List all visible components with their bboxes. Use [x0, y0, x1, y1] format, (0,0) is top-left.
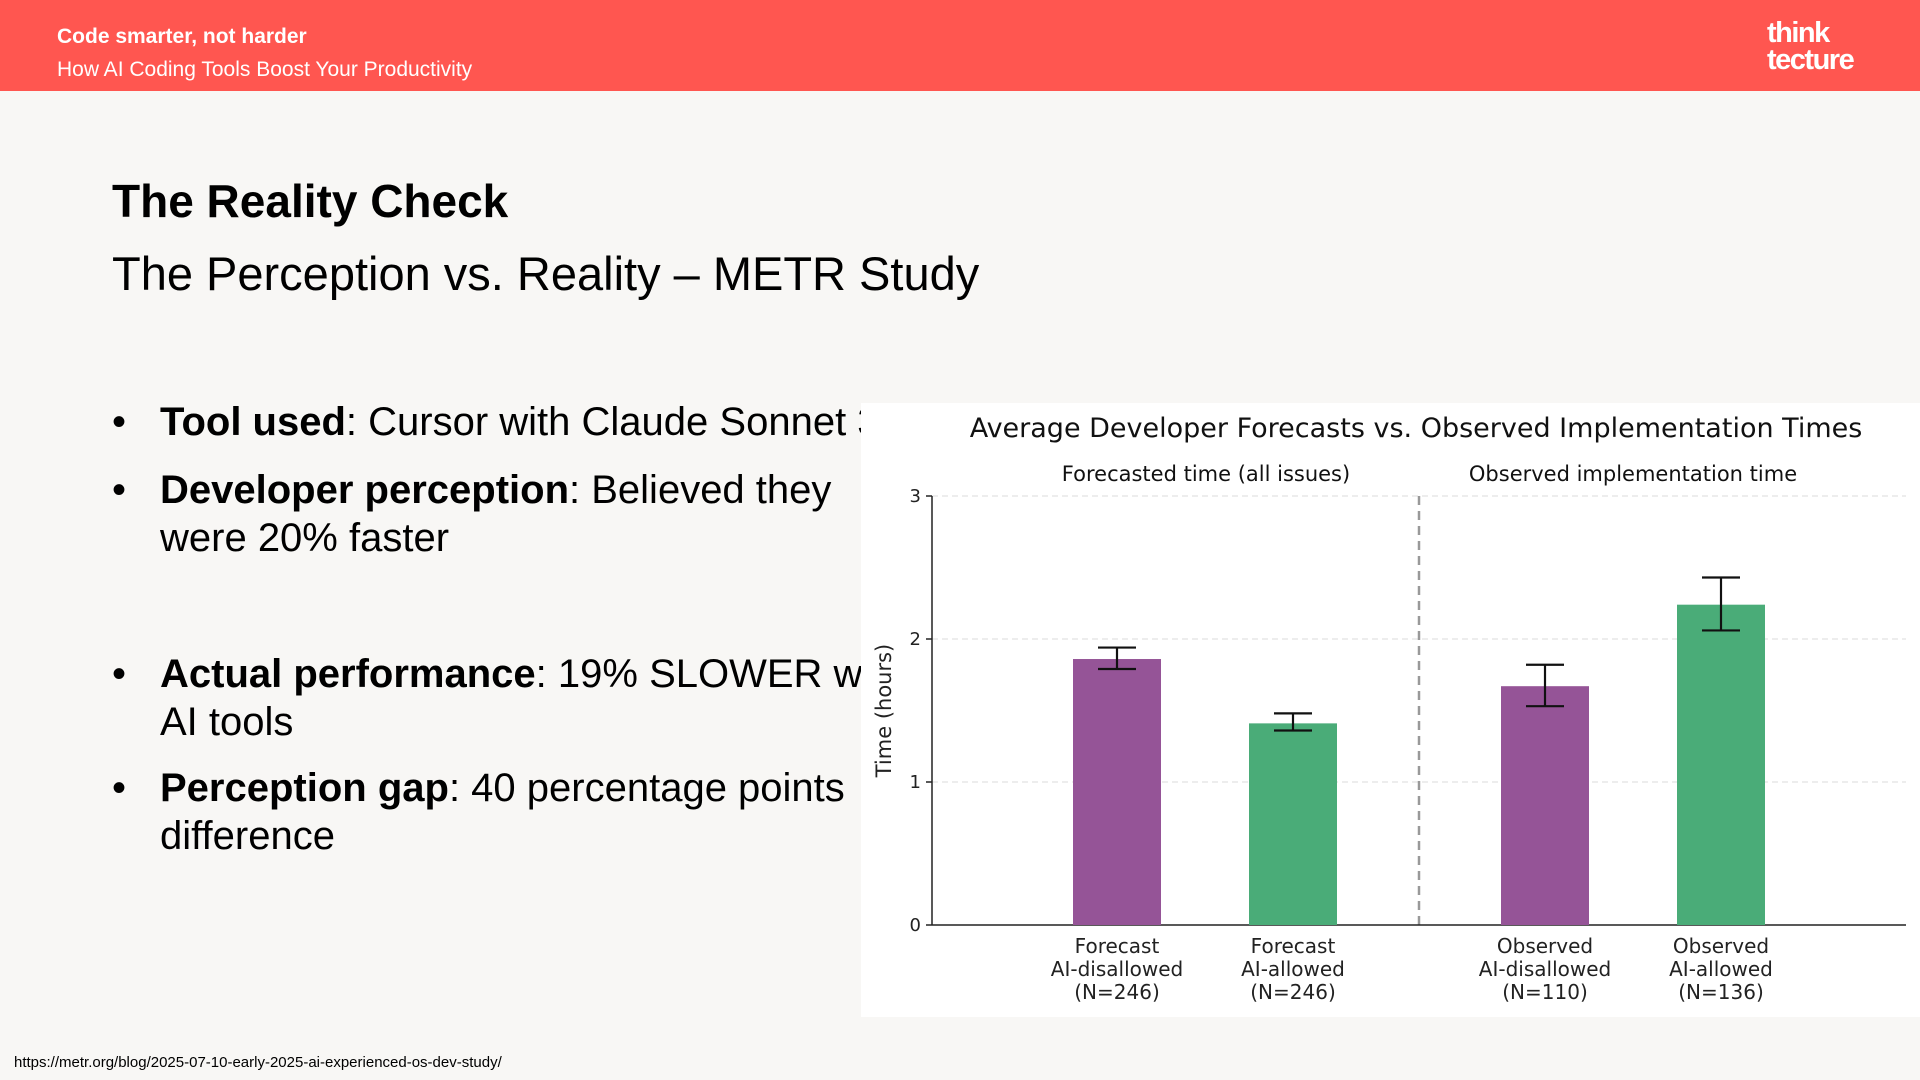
header-bar: Code smarter, not harder How AI Coding T… [0, 0, 1920, 91]
x-tick-label: AI-allowed [1669, 957, 1773, 981]
bar [1677, 604, 1765, 925]
bullet-bold: Developer perception [160, 468, 570, 512]
deck-title: Code smarter, not harder [57, 25, 307, 48]
y-axis-label: Time (hours) [872, 644, 896, 779]
slide-subtitle: The Perception vs. Reality – METR Study [112, 247, 980, 300]
y-tick-label: 3 [910, 486, 921, 507]
bullet-bold: Perception gap [160, 766, 449, 810]
bullet-continuation: were 20% faster [160, 516, 450, 560]
x-tick-label: AI-allowed [1241, 957, 1345, 981]
x-tick-label: Forecast [1075, 934, 1160, 958]
bullet-text: : 19% SLOWER with [535, 652, 905, 696]
logo-line-2: tecture [1767, 44, 1855, 76]
bullet-developer-perception: Developer perception: Believed they were… [112, 466, 872, 562]
bar [1073, 659, 1161, 925]
logo-line-1: think [1767, 17, 1830, 49]
x-tick-label: (N=136) [1678, 980, 1764, 1004]
bullet-continuation: difference [160, 814, 335, 858]
bullet-text: : Cursor with Claude Sonnet 3 [345, 400, 880, 444]
bullet-actual-performance: Actual performance: 19% SLOWER with AI t… [112, 650, 905, 746]
x-tick-label: Forecast [1251, 934, 1336, 958]
bullet-tool-used: Tool used: Cursor with Claude Sonnet 3 [112, 398, 880, 446]
chart-panel: Average Developer Forecasts vs. Observed… [861, 403, 1920, 1017]
bullet-perception-gap: Perception gap: 40 percentage points dif… [112, 764, 872, 860]
x-tick-label: Observed [1673, 934, 1769, 958]
y-tick-label: 2 [910, 629, 921, 650]
slide-title: The Reality Check [112, 175, 509, 227]
x-tick-label: AI-disallowed [1051, 957, 1183, 981]
thinktecture-logo: think tecture [1767, 17, 1855, 76]
y-tick-label: 1 [910, 772, 921, 793]
x-tick-label: Observed [1497, 934, 1593, 958]
bar-chart: Average Developer Forecasts vs. Observed… [872, 413, 1906, 1004]
bar [1249, 723, 1337, 925]
deck-subtitle: How AI Coding Tools Boost Your Productiv… [57, 58, 473, 81]
x-tick-label: (N=246) [1074, 980, 1160, 1004]
bullet-bold: Tool used [160, 400, 346, 444]
group-label: Observed implementation time [1469, 462, 1797, 486]
bullet-continuation: AI tools [160, 700, 294, 744]
y-tick-label: 0 [910, 915, 921, 936]
source-url: https://metr.org/blog/2025-07-10-early-2… [14, 1054, 502, 1071]
chart-title: Average Developer Forecasts vs. Observed… [970, 413, 1863, 444]
x-tick-label: (N=246) [1250, 980, 1336, 1004]
group-label: Forecasted time (all issues) [1062, 462, 1350, 486]
bullet-text: : 40 percentage points [448, 766, 845, 810]
x-tick-label: (N=110) [1502, 980, 1588, 1004]
x-tick-label: AI-disallowed [1479, 957, 1611, 981]
bullet-text: : Believed they [569, 468, 832, 512]
bullet-list: Tool used: Cursor with Claude Sonnet 3 D… [112, 398, 905, 860]
bar [1501, 686, 1589, 925]
bullet-bold: Actual performance [160, 652, 536, 696]
